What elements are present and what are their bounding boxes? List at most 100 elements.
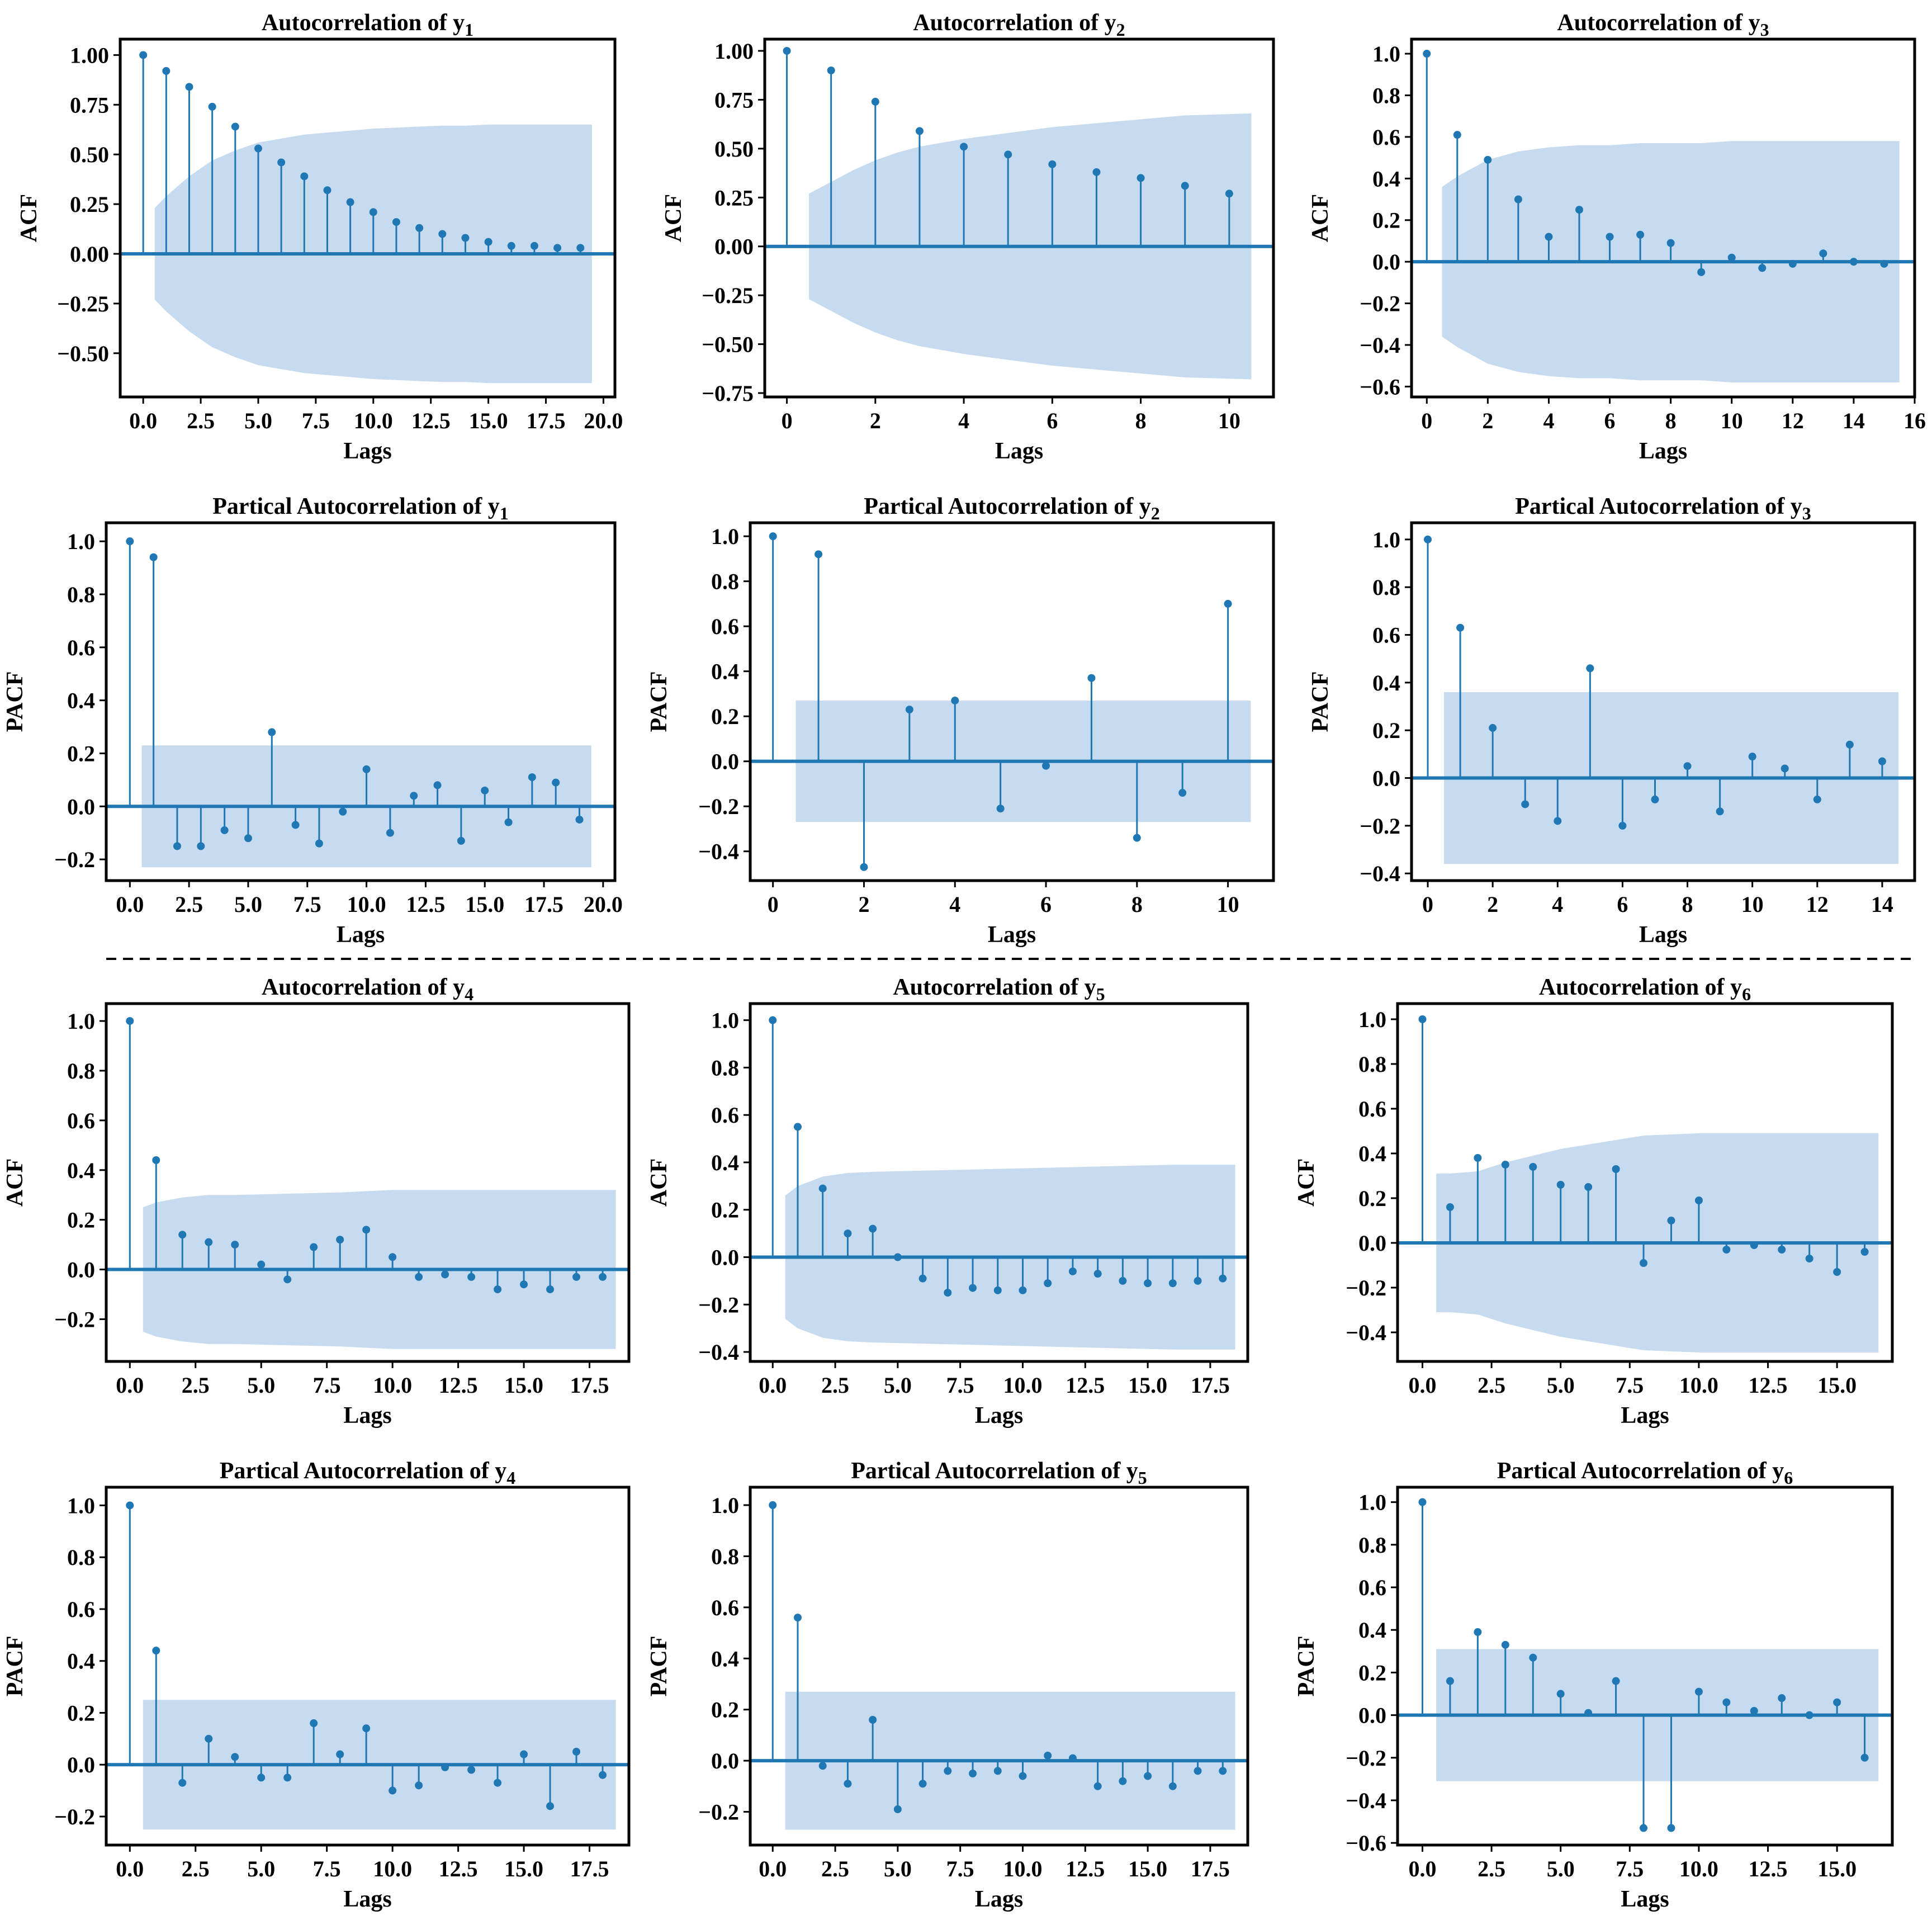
marker-lag-1 <box>815 550 823 559</box>
marker-lag-11 <box>1781 764 1789 773</box>
marker-lag-7 <box>1612 1677 1620 1685</box>
marker-lag-11 <box>1722 1698 1731 1706</box>
x-tick-label: 17.5 <box>527 408 566 433</box>
marker-lag-10 <box>1694 1687 1703 1696</box>
x-axis-label: Lags <box>337 922 385 948</box>
y-tick-label: 0.0 <box>711 1748 739 1773</box>
marker-lag-19 <box>576 244 585 252</box>
x-tick-label: 2.5 <box>821 1856 849 1881</box>
x-tick-label: 10 <box>1721 408 1743 433</box>
marker-lag-11 <box>415 1781 423 1790</box>
y-tick-label: 0.6 <box>67 635 95 660</box>
y-tick-label: 0.2 <box>711 704 739 729</box>
y-tick-label: −0.2 <box>1346 1746 1386 1771</box>
panel-pacf2: 0 2 4 6 8 10 −0.4 −0.2 0.0 0.2 0.4 0.6 0.8 1.0 Partica… <box>646 494 1275 948</box>
y-tick-label: 0.8 <box>1372 83 1400 108</box>
x-tick-label: 15.0 <box>1128 1856 1167 1881</box>
x-tick-label: 5.0 <box>247 1373 275 1398</box>
y-tick-label: −0.4 <box>1346 1788 1386 1813</box>
marker-lag-0 <box>783 46 791 55</box>
marker-lag-4 <box>231 122 239 131</box>
marker-lag-10 <box>1694 1196 1703 1204</box>
marker-lag-14 <box>1878 757 1886 765</box>
panel-title: Partical Autocorrelation of y5 <box>851 1458 1147 1488</box>
y-axis-label: ACF <box>646 1158 672 1207</box>
marker-lag-16 <box>1860 1248 1869 1256</box>
marker-lag-3 <box>208 102 216 111</box>
marker-lag-13 <box>1778 1246 1786 1254</box>
marker-lag-1 <box>152 1647 160 1655</box>
marker-lag-15 <box>1833 1698 1841 1706</box>
marker-lag-3 <box>205 1734 213 1743</box>
marker-lag-4 <box>869 1224 877 1233</box>
marker-lag-18 <box>553 244 562 252</box>
y-tick-label: −0.50 <box>57 341 109 366</box>
marker-lag-19 <box>575 815 584 824</box>
y-tick-label: 0.4 <box>1358 1617 1386 1643</box>
y-tick-label: 0.00 <box>70 242 109 267</box>
panel-title-text: Partical Autocorrelation of y <box>1515 494 1802 519</box>
y-tick-label: 0.8 <box>67 1545 95 1570</box>
y-tick-label: 1.0 <box>1358 1490 1386 1515</box>
marker-lag-2 <box>1489 723 1497 732</box>
y-tick-label: 0.2 <box>67 1700 95 1725</box>
x-axis-label: Lags <box>343 1403 391 1429</box>
y-tick-label: −0.25 <box>702 283 754 308</box>
marker-lag-2 <box>1484 155 1492 164</box>
marker-lag-13 <box>433 781 442 789</box>
marker-lag-16 <box>546 1285 555 1294</box>
y-tick-label: −0.2 <box>54 1307 95 1332</box>
marker-lag-8 <box>315 839 323 848</box>
marker-lag-18 <box>599 1273 607 1281</box>
x-tick-label: 8 <box>1135 408 1147 433</box>
panel-title: Partical Autocorrelation of y3 <box>1515 494 1811 523</box>
y-tick-label: 0.0 <box>1372 766 1400 791</box>
panel-title-text: Autocorrelation of y <box>1557 10 1760 36</box>
marker-lag-0 <box>769 1016 777 1024</box>
x-axis-label: Lags <box>975 1886 1023 1912</box>
x-axis-label: Lags <box>1639 922 1687 948</box>
marker-lag-0 <box>1424 535 1432 543</box>
x-tick-label: 6 <box>1046 408 1058 433</box>
y-tick-label: 0.4 <box>1372 166 1400 191</box>
marker-lag-16 <box>504 818 513 826</box>
x-axis-label: Lags <box>975 1403 1023 1429</box>
marker-lag-3 <box>197 842 205 850</box>
x-tick-label: 6 <box>1040 892 1052 917</box>
x-tick-label: 10.0 <box>1003 1373 1042 1398</box>
axes-frame <box>105 1486 631 1847</box>
x-tick-label: 0.0 <box>759 1373 787 1398</box>
x-tick-label: 16 <box>1903 408 1926 433</box>
marker-lag-2 <box>818 1762 827 1770</box>
y-tick-label: 0.8 <box>711 1055 739 1080</box>
y-tick-label: 0.75 <box>714 87 754 112</box>
marker-lag-9 <box>1697 268 1706 276</box>
x-tick-label: 15.0 <box>1817 1856 1857 1881</box>
x-tick-label: 14 <box>1871 892 1893 917</box>
panel-title: Partical Autocorrelation of y2 <box>864 494 1160 523</box>
marker-lag-1 <box>1453 131 1461 139</box>
marker-lag-3 <box>1501 1161 1509 1169</box>
marker-lag-8 <box>1640 1824 1648 1832</box>
y-tick-label: 0.0 <box>67 794 95 819</box>
marker-lag-0 <box>126 1017 134 1025</box>
x-tick-label: 17.5 <box>570 1373 609 1398</box>
x-tick-label: 12 <box>1782 408 1804 433</box>
marker-lag-10 <box>1019 1286 1027 1294</box>
y-tick-label: 0.00 <box>714 234 754 259</box>
panel-title: Autocorrelation of y2 <box>913 10 1125 40</box>
x-tick-label: 7.5 <box>313 1373 341 1398</box>
marker-lag-8 <box>336 1236 344 1244</box>
marker-lag-8 <box>969 1770 977 1777</box>
marker-lag-5 <box>996 805 1005 813</box>
marker-lag-7 <box>944 1289 952 1297</box>
marker-lag-8 <box>1683 762 1692 770</box>
marker-lag-6 <box>277 158 286 167</box>
y-tick-label: 0.8 <box>711 569 739 594</box>
x-tick-label: 5.0 <box>247 1856 275 1881</box>
marker-lag-16 <box>1168 1782 1177 1790</box>
marker-lag-3 <box>844 1780 852 1788</box>
x-axis-label: Lags <box>343 438 391 464</box>
marker-lag-3 <box>915 127 924 135</box>
marker-lag-5 <box>257 1260 266 1269</box>
